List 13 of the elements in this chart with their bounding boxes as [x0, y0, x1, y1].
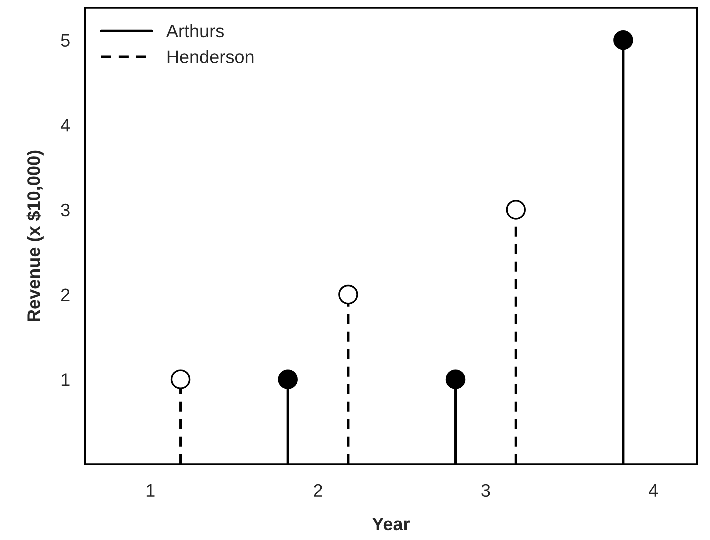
x-tick-label: 3: [482, 484, 490, 498]
y-tick-label: 2: [61, 288, 70, 302]
y-tick-label: 1: [62, 374, 70, 386]
y-tick-label: 4: [60, 119, 70, 132]
x-tick-label: 4: [649, 484, 658, 497]
x-tick-label: 2: [314, 484, 322, 497]
y-tick-label: 5: [61, 34, 70, 48]
legend-label: Arthurs: [166, 24, 224, 38]
y-tick-label: 3: [61, 204, 70, 217]
x-axis-title: Year: [372, 518, 410, 531]
y-axis-title: Revenue (x $10,000): [26, 150, 44, 322]
x-tick-label: 1: [146, 484, 155, 497]
legend-label: Henderson: [168, 50, 254, 64]
